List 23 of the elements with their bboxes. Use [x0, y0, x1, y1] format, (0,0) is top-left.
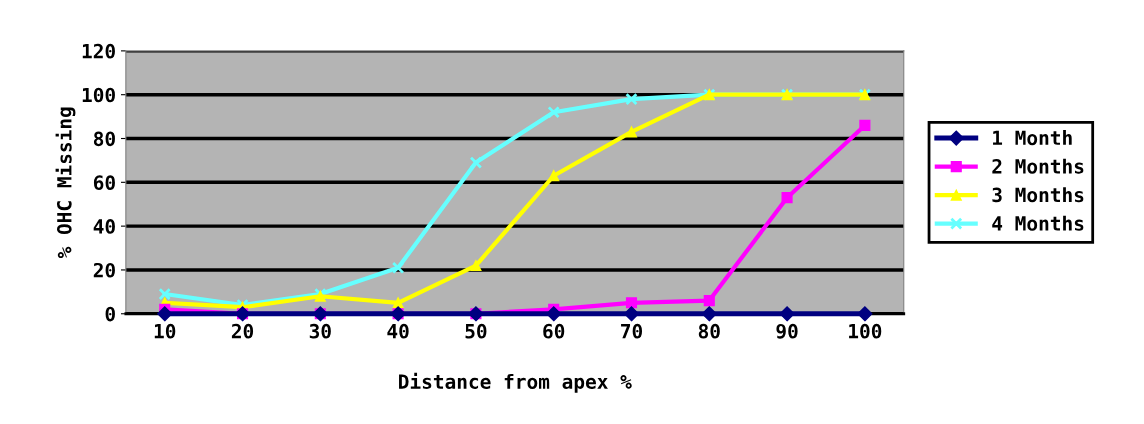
y-tick-label: 80 — [93, 131, 115, 147]
x-tick-label: 100 — [849, 323, 882, 339]
y-tick-label: 20 — [93, 262, 115, 278]
x-tick-label: 10 — [154, 323, 176, 339]
y-tick-label: 100 — [82, 87, 115, 103]
y-tick-label: 0 — [105, 306, 115, 322]
legend-label: 4 Months — [992, 215, 1084, 231]
legend-label: 1 Month — [993, 130, 1072, 146]
x-tick-label: 70 — [621, 323, 643, 339]
x-tick-label: 20 — [231, 323, 254, 339]
x-tick-label: 40 — [387, 323, 409, 339]
y-tick-label: 60 — [93, 175, 115, 190]
x-axis-title: Distance from apex % — [399, 372, 632, 393]
y-tick-label: 40 — [93, 219, 115, 234]
x-tick-label: 50 — [465, 323, 487, 339]
x-tick-label: 90 — [776, 323, 798, 339]
x-tick-label: 80 — [698, 323, 720, 339]
x-tick-label: 30 — [309, 323, 331, 339]
y-axis-title: % OHC Missing — [55, 107, 76, 259]
y-tick-label: 120 — [82, 43, 115, 59]
x-tick-label: 60 — [543, 323, 565, 339]
legend-label: 2 Months — [992, 158, 1084, 174]
legend-label: 3 Months — [992, 187, 1084, 203]
